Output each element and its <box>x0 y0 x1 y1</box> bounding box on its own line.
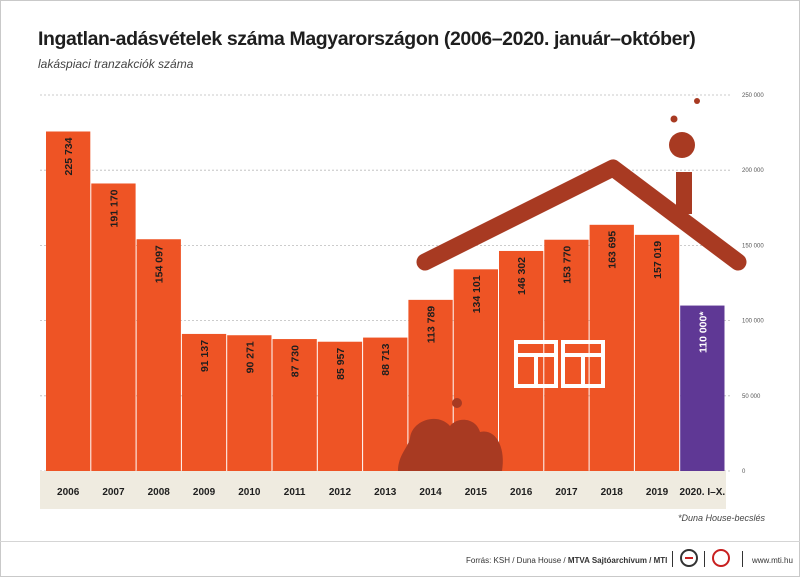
value-labels: 225 734 191 170 154 097 91 137 90 271 87 730 8… <box>63 137 709 379</box>
bar <box>272 339 317 471</box>
value-label: 153 770 <box>561 246 573 284</box>
bar <box>680 305 725 471</box>
value-label: 113 789 <box>426 306 438 344</box>
bar <box>91 183 136 471</box>
chart-subtitle: lakáspiaci tranzakciók száma <box>38 57 194 71</box>
separator <box>672 551 673 567</box>
value-label: 87 730 <box>290 345 302 377</box>
site-link[interactable]: www.mti.hu <box>752 556 793 565</box>
value-label: 225 734 <box>63 137 75 175</box>
footer <box>0 541 800 578</box>
y-tick-label: 0 <box>742 469 746 475</box>
category-label: 2016 <box>510 487 533 498</box>
bar <box>317 341 363 471</box>
category-label: 2014 <box>419 487 442 498</box>
category-label: 2019 <box>646 487 669 498</box>
value-label: 110 000* <box>697 311 709 353</box>
category-label: 2018 <box>601 487 624 498</box>
roof <box>416 159 747 271</box>
mti-logo-icon <box>712 549 730 567</box>
chart-title: Ingatlan-adásvételek száma Magyarországo… <box>38 28 696 50</box>
category-label: 2010 <box>238 487 261 498</box>
bar <box>181 333 227 471</box>
value-label: 157 019 <box>652 241 664 279</box>
value-label: 146 302 <box>516 257 528 295</box>
category-label: 2020. I–X. <box>680 487 726 498</box>
y-tick-label: 100 000 <box>742 319 764 325</box>
bar <box>589 224 634 471</box>
category-label: 2011 <box>284 487 306 498</box>
y-tick-label: 200 000 <box>742 168 764 174</box>
category-label: 2007 <box>102 487 125 498</box>
category-band <box>40 471 726 509</box>
category-label: 2013 <box>374 487 397 498</box>
estimate-note: *Duna House-becslés <box>677 513 765 523</box>
category-label: 2015 <box>465 487 488 498</box>
category-label: 2012 <box>329 487 352 498</box>
bar <box>46 131 91 471</box>
y-tick-label: 150 000 <box>742 243 764 249</box>
separator <box>704 551 705 567</box>
source-prefix: Forrás: KSH / Duna House / <box>466 556 568 565</box>
value-label: 90 271 <box>244 341 256 373</box>
smoke-puff <box>669 132 695 158</box>
category-label: 2008 <box>148 487 171 498</box>
value-label: 163 695 <box>607 231 619 269</box>
chimney <box>676 172 692 214</box>
separator <box>742 551 743 567</box>
bar <box>634 234 680 471</box>
value-label: 91 137 <box>199 340 211 372</box>
y-axis-ticks: 0 50 000 100 000 150 000 200 000 250 000 <box>742 93 764 475</box>
value-label: 134 101 <box>471 275 483 313</box>
source-bold: MTVA Sajtóarchívum / MTI <box>567 556 668 565</box>
y-tick-label: 250 000 <box>742 93 764 99</box>
bar <box>136 239 181 471</box>
bar <box>363 337 408 471</box>
house-illustration <box>398 98 747 471</box>
value-label: 191 170 <box>108 189 120 227</box>
category-label: 2017 <box>555 487 578 498</box>
value-label: 85 957 <box>335 348 347 380</box>
bar <box>227 335 272 471</box>
value-label: 88 713 <box>380 343 392 375</box>
value-label: 154 097 <box>154 245 166 283</box>
y-tick-label: 50 000 <box>742 394 761 400</box>
smoke-puff <box>670 115 678 123</box>
category-label: 2009 <box>193 487 216 498</box>
bush <box>398 418 503 471</box>
source-credit: Forrás: KSH / Duna House / MTVA Sajtóarc… <box>466 556 667 565</box>
mtva-logo-icon <box>680 549 698 567</box>
category-label: 2006 <box>57 487 80 498</box>
bush-dot <box>452 398 462 408</box>
category-labels: 2006 2007 2008 2009 2010 2011 2012 2013 2014 2015… <box>57 487 725 498</box>
smoke-puff <box>694 98 700 104</box>
